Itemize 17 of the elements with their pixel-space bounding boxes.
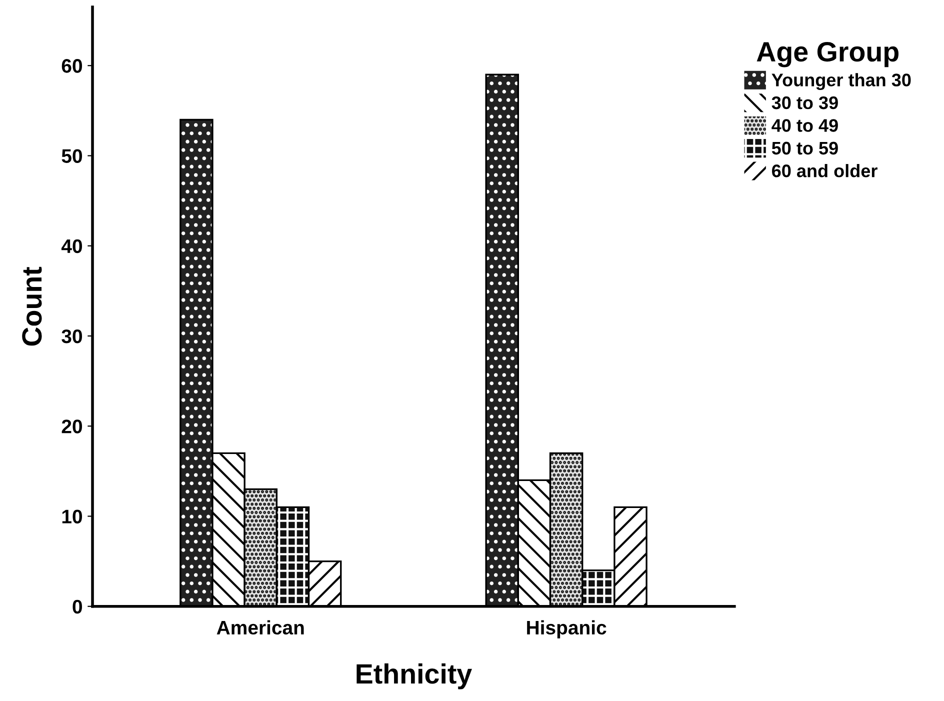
x-tick-label: Hispanic (527, 620, 606, 638)
legend-label: 50 to 59 (772, 142, 838, 155)
legend-label: 40 to 49 (772, 119, 838, 132)
legend-label: 30 to 39 (772, 96, 838, 110)
y-tick-label: 30 (62, 329, 82, 344)
legend-title: Age Group (756, 42, 898, 68)
legend-label: Younger than 30 (772, 73, 911, 90)
legend-label: 60 and older (772, 164, 878, 178)
y-tick-label: 50 (62, 149, 82, 163)
x-tick-label: American (216, 620, 304, 635)
y-tick-label: 60 (62, 59, 82, 73)
y-tick-label: 0 (72, 600, 82, 614)
y-axis-title: Count (22, 266, 42, 346)
y-tick-label: 20 (62, 420, 82, 434)
y-tick-label: 10 (62, 510, 82, 524)
y-tick-label: 40 (61, 239, 82, 254)
x-axis-title: Ethnicity (356, 663, 472, 690)
